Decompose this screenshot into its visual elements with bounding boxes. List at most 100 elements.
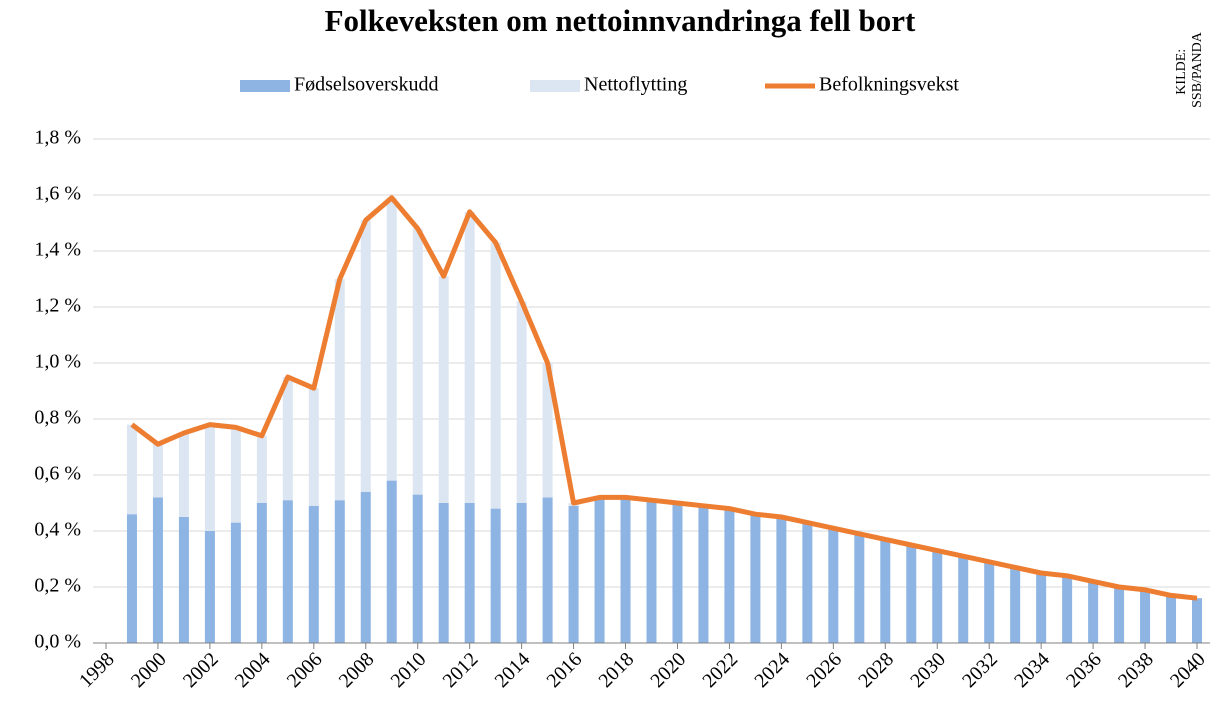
x-tick-label: 2022	[698, 648, 742, 692]
x-tick-label: 2012	[439, 648, 483, 692]
bar	[282, 377, 293, 501]
line	[130, 195, 1198, 601]
bar	[880, 539, 891, 643]
x-tick-label: 2002	[179, 648, 223, 692]
bar	[256, 435, 267, 503]
source: KILDE: SSB/PANDA	[1174, 31, 1205, 108]
y-tick-label: 1,0 %	[34, 351, 81, 373]
x-tick-label: 2036	[1062, 648, 1106, 692]
bar	[386, 197, 397, 481]
y-tick-label: 1,8 %	[34, 127, 81, 149]
x-tick-label: 2000	[127, 648, 171, 692]
x-tick-label: 2014	[491, 648, 535, 692]
x-tick-label: 1998	[75, 648, 119, 692]
bar	[152, 444, 163, 498]
x-tick-label: 2030	[906, 648, 950, 692]
bar	[646, 500, 657, 643]
bar	[620, 497, 631, 643]
x-tick-label: 2008	[335, 648, 379, 692]
chart-title: Folkeveksten om nettoinnvandringa fell b…	[325, 3, 916, 38]
bar	[1166, 595, 1177, 643]
x-tick-label: 2040	[1166, 648, 1210, 692]
legend-label: Fødselsoverskudd	[294, 74, 438, 96]
bar	[204, 424, 215, 531]
x-tick-label: 2016	[543, 648, 587, 692]
bar	[438, 503, 449, 643]
bar	[1010, 567, 1021, 643]
bar	[828, 528, 839, 643]
x-tick-label: 2032	[958, 648, 1002, 692]
x-tick-label: 2028	[854, 648, 898, 692]
bar	[334, 500, 345, 643]
bar	[282, 500, 293, 643]
bar	[308, 505, 319, 643]
bar	[204, 531, 215, 643]
bar	[672, 503, 683, 643]
bar	[802, 522, 813, 643]
bar	[178, 517, 189, 643]
bar	[360, 491, 371, 643]
legend-label: Nettoflytting	[584, 74, 687, 96]
bar	[1192, 598, 1203, 643]
bar	[464, 211, 475, 504]
bar	[1088, 581, 1099, 643]
bar	[360, 220, 371, 492]
bar	[412, 494, 423, 643]
x-tick-label: 2018	[594, 648, 638, 692]
bar	[464, 503, 475, 643]
x-tick-label: 2006	[283, 648, 327, 692]
bar	[516, 301, 527, 503]
bar	[594, 497, 605, 643]
bar	[854, 533, 865, 643]
x-tick-label: 2026	[802, 648, 846, 692]
bar	[1140, 589, 1151, 643]
bar	[256, 503, 267, 643]
bar	[1114, 587, 1125, 643]
bar	[542, 363, 553, 498]
bar	[178, 433, 189, 517]
y-tick-label: 1,6 %	[34, 183, 81, 205]
bar	[438, 276, 449, 503]
y-tick-label: 1,2 %	[34, 295, 81, 317]
bar	[958, 556, 969, 643]
bar	[490, 508, 501, 643]
bar	[724, 508, 735, 643]
y-tick-label: 0,2 %	[34, 575, 81, 597]
x-tick-label: 2020	[646, 648, 690, 692]
bar	[568, 505, 579, 643]
bar	[984, 561, 995, 643]
legend-swatch	[240, 80, 290, 92]
bar	[152, 497, 163, 643]
legend-label: Befolkningsvekst	[819, 74, 959, 96]
source-line: KILDE:	[1174, 49, 1189, 95]
x-tick-label: 2024	[750, 648, 794, 692]
legend-swatch	[530, 80, 580, 92]
y-tick-label: 1,4 %	[34, 239, 81, 261]
x-tick-label: 2038	[1114, 648, 1158, 692]
x-tick-label: 2034	[1010, 648, 1054, 692]
x-tick-label: 2010	[387, 648, 431, 692]
bar	[126, 424, 137, 515]
bar	[1036, 573, 1047, 643]
bar	[308, 388, 319, 506]
y-tick-label: 0,4 %	[34, 519, 81, 541]
y-tick-label: 0,0 %	[34, 631, 81, 653]
bar	[516, 503, 527, 643]
y-tick-label: 0,8 %	[34, 407, 81, 429]
source-line: SSB/PANDA	[1190, 31, 1205, 108]
y-tick-label: 0,6 %	[34, 463, 81, 485]
bar	[386, 480, 397, 643]
x-tick-label: 2004	[231, 648, 275, 692]
bar	[698, 505, 709, 643]
bar	[230, 427, 241, 523]
bar	[750, 514, 761, 643]
bar	[542, 497, 553, 643]
bar	[1062, 575, 1073, 643]
bar	[126, 514, 137, 643]
bar	[490, 242, 501, 509]
bar	[230, 522, 241, 643]
bar	[334, 279, 345, 501]
bar	[776, 517, 787, 643]
bar	[932, 550, 943, 643]
